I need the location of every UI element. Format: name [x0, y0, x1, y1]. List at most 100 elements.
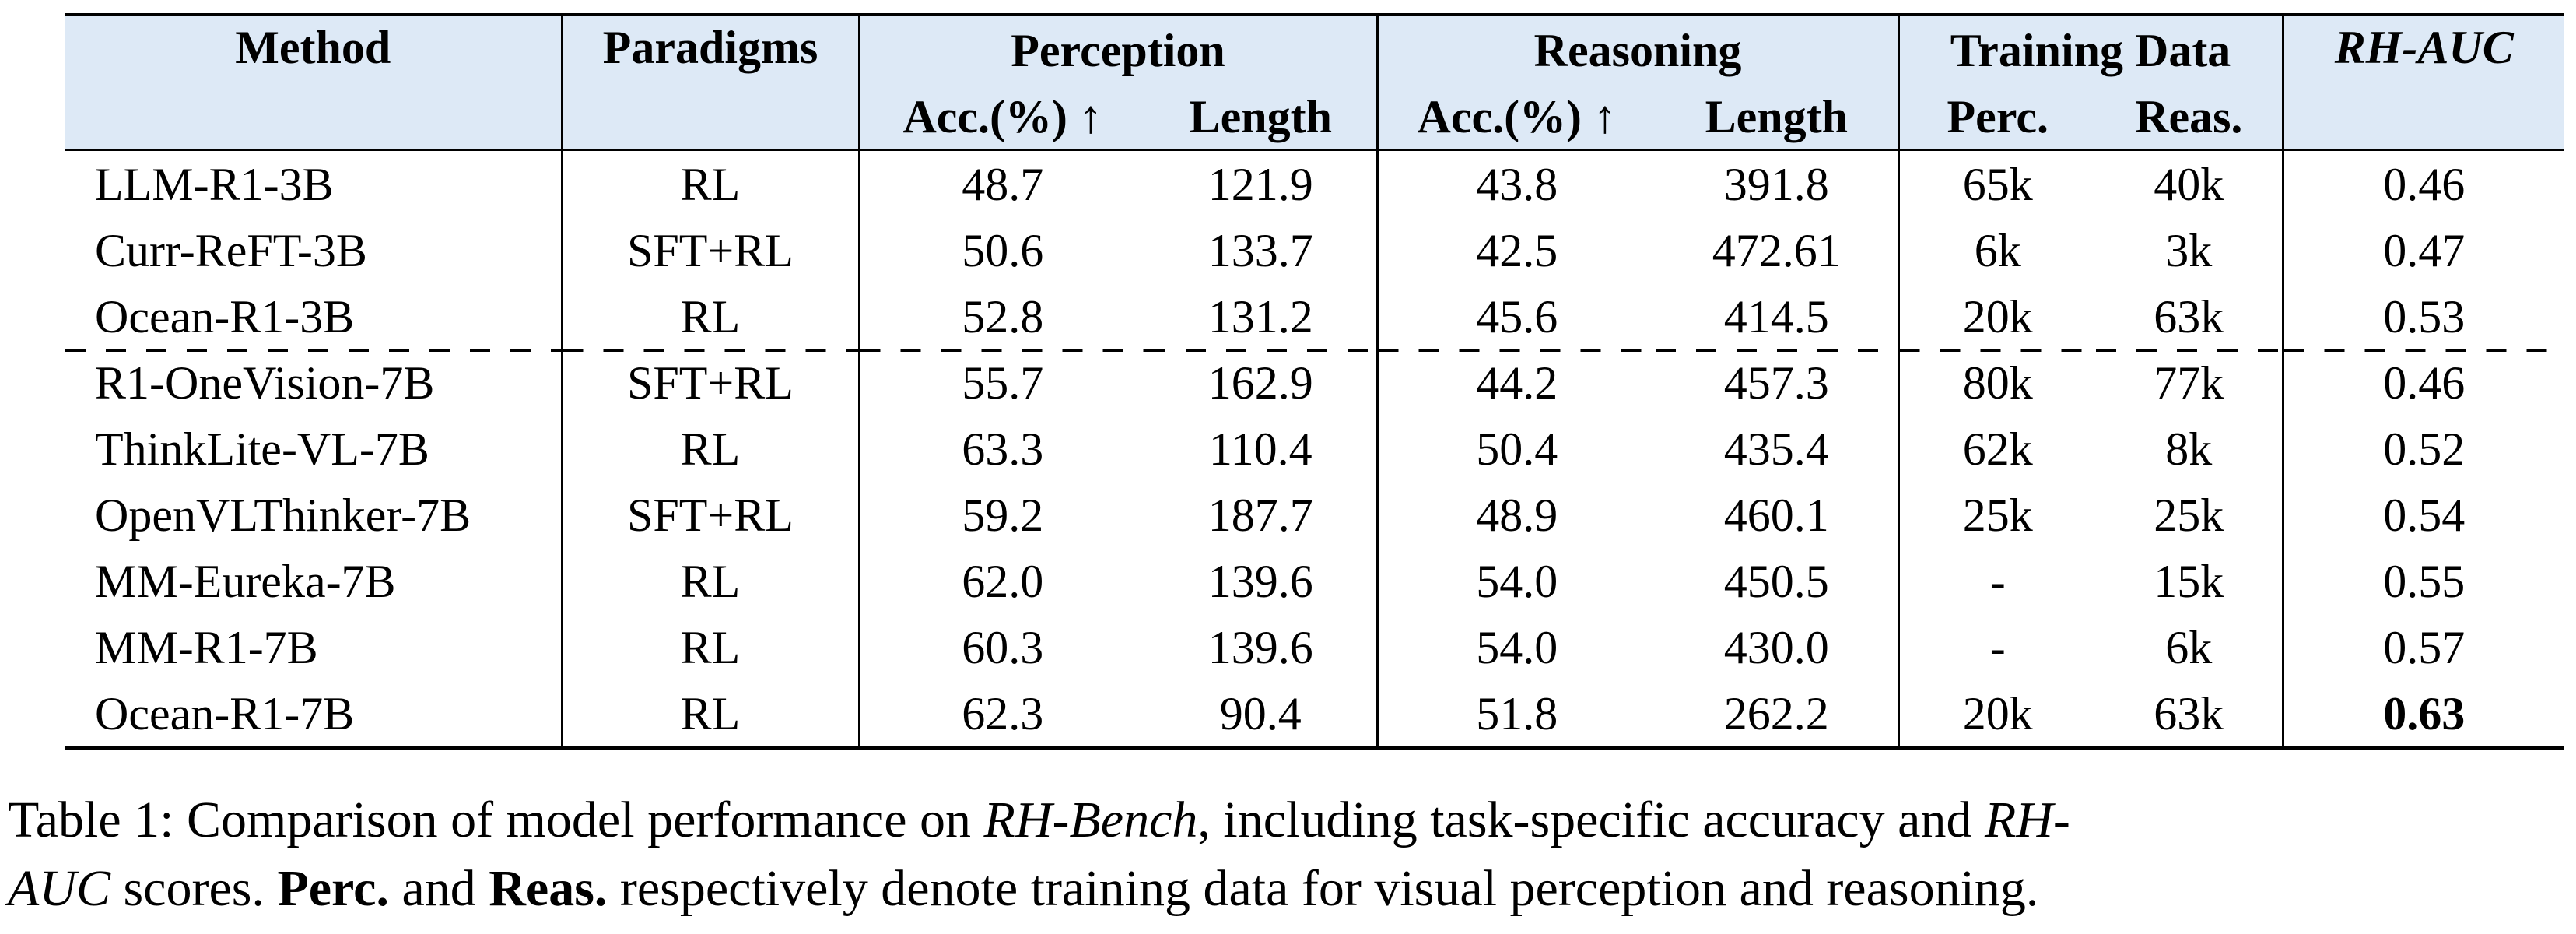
cell-rh-auc: 0.47	[2383, 224, 2466, 276]
cell-perc-data: 25k	[1962, 489, 2033, 541]
cell-perc-data: 65k	[1962, 158, 2033, 210]
table-row: R1-OneVision-7B SFT+RL 55.7 162.9 44.2 457.3 8…	[65, 349, 2565, 416]
cell-perception-length: 131.2	[1145, 283, 1379, 349]
cell-method: Curr-ReFT-3B	[65, 217, 563, 283]
cell-reasoning-acc: 43.8	[1476, 158, 1558, 210]
cell-perception-length: 139.6	[1145, 614, 1379, 680]
cell-reas-data: 25k	[2096, 482, 2284, 548]
cell-perception-acc: 62.0	[962, 555, 1044, 607]
cell-method: ThinkLite-VL-7B	[65, 416, 563, 482]
cell-perception-acc: 55.7	[859, 349, 1145, 416]
results-table-container: Method Paradigms Perception Reasoning Tr…	[65, 13, 2565, 750]
table-row: MM-Eureka-7B RL 62.0 139.6 54.0 450.5 - 15k 0.55	[65, 548, 2564, 614]
cell-method: MM-Eureka-7B	[65, 548, 563, 614]
cell-perception-acc: 63.3	[962, 423, 1044, 475]
cell-paradigm: RL	[562, 283, 860, 349]
cell-reasoning-acc: 54.0	[1476, 555, 1558, 607]
cell-perc-data: 6k	[1974, 224, 2021, 276]
cell-rh-auc: 0.53	[2383, 290, 2466, 342]
header-perc: Perc.	[1898, 85, 2097, 150]
cell-perception-length: 187.7	[1145, 482, 1379, 548]
header-perception-length: Length	[1145, 85, 1379, 150]
cell-rh-auc: 0.63	[2283, 680, 2565, 750]
cell-perception-acc: 62.3	[859, 680, 1145, 750]
table-row: LLM-R1-3B RL 48.7 121.9 43.8 391.8 65k 40k 0.46	[65, 149, 2564, 217]
cell-reasoning-length: 430.0	[1656, 614, 1900, 680]
cell-perc-data: 20k	[1898, 680, 2097, 750]
header-row-2: Acc.(%) ↑ Length Acc.(%) ↑ Length Perc. …	[65, 85, 2565, 150]
cell-reasoning-acc: 54.0	[1476, 621, 1558, 673]
cell-method: MM-R1-7B	[65, 614, 563, 680]
cell-reasoning-length: 472.61	[1656, 217, 1900, 283]
cell-perception-length: 121.9	[1145, 149, 1379, 217]
table-row: OpenVLThinker-7B SFT+RL 59.2 187.7 48.9 460.1…	[65, 482, 2564, 548]
cell-perception-acc: 60.3	[962, 621, 1044, 673]
cell-perception-length: 90.4	[1145, 680, 1379, 750]
header-perception: Perception	[859, 15, 1379, 85]
cell-paradigm: RL	[562, 680, 860, 750]
cell-paradigm: RL	[562, 614, 860, 680]
caption-rh-auc-part2: AUC	[8, 860, 110, 917]
cell-perception-acc: 59.2	[962, 489, 1044, 541]
cell-reasoning-length: 391.8	[1656, 149, 1900, 217]
cell-perc-data: -	[1989, 621, 2006, 673]
results-table: Method Paradigms Perception Reasoning Tr…	[65, 13, 2565, 750]
header-rh-auc: RH-AUC	[2283, 15, 2565, 150]
cell-reasoning-length: 414.5	[1656, 283, 1900, 349]
cell-method: Ocean-R1-7B	[65, 680, 563, 750]
caption-line-1: Table 1: Comparison of model performance…	[8, 786, 2567, 855]
cell-method: Ocean-R1-3B	[65, 283, 563, 349]
cell-perception-length: 110.4	[1145, 416, 1379, 482]
cell-reas-data: 40k	[2096, 149, 2284, 217]
header-perception-acc: Acc.(%) ↑	[859, 85, 1145, 150]
header-reasoning-length: Length	[1656, 85, 1900, 150]
cell-perception-acc: 50.6	[962, 224, 1044, 276]
cell-perception-acc: 52.8	[962, 290, 1044, 342]
caption-perc: Perc.	[277, 860, 389, 917]
cell-reasoning-length: 457.3	[1656, 349, 1900, 416]
cell-paradigm: RL	[562, 548, 860, 614]
cell-perception-length: 162.9	[1145, 349, 1379, 416]
caption-text: , including task-specific accuracy and	[1197, 792, 1985, 848]
table-row: Ocean-R1-3B RL 52.8 131.2 45.6 414.5 20k 63k 0.5…	[65, 283, 2564, 349]
header-row-1: Method Paradigms Perception Reasoning Tr…	[65, 15, 2565, 150]
cell-paradigm: RL	[562, 149, 860, 217]
cell-reasoning-length: 435.4	[1656, 416, 1900, 482]
cell-reas-data: 63k	[2096, 283, 2284, 349]
cell-reas-data: 6k	[2096, 614, 2284, 680]
cell-reasoning-acc: 51.8	[1377, 680, 1656, 750]
table-body: LLM-R1-3B RL 48.7 121.9 43.8 391.8 65k 40k 0.46 C…	[65, 149, 2565, 750]
header-reasoning-acc: Acc.(%) ↑	[1377, 85, 1656, 150]
cell-reasoning-length: 460.1	[1656, 482, 1900, 548]
table-row: MM-R1-7B RL 60.3 139.6 54.0 430.0 - 6k 0.57	[65, 614, 2564, 680]
cell-perc-data: 80k	[1898, 349, 2097, 416]
caption-text: respectively denote training data for vi…	[607, 860, 2039, 917]
cell-method: R1-OneVision-7B	[65, 349, 563, 416]
table-caption: Table 1: Comparison of model performance…	[8, 786, 2567, 923]
cell-reas-data: 63k	[2096, 680, 2284, 750]
cell-reasoning-acc: 50.4	[1476, 423, 1558, 475]
cell-paradigm: SFT+RL	[562, 349, 860, 416]
caption-reas: Reas.	[489, 860, 608, 917]
table-row: Ocean-R1-7B RL 62.3 90.4 51.8 262.2 20k 63k 0.63	[65, 680, 2565, 750]
header-paradigms: Paradigms	[562, 15, 860, 150]
caption-rh-bench: RH-Bench	[983, 792, 1198, 848]
cell-rh-auc: 0.52	[2383, 423, 2466, 475]
cell-perc-data: 20k	[1962, 290, 2033, 342]
caption-rh-auc-part1: RH-	[1984, 792, 2070, 848]
caption-line-2: AUC scores. Perc. and Reas. respectively…	[8, 855, 2567, 923]
cell-reasoning-acc: 48.9	[1476, 489, 1558, 541]
cell-reasoning-acc: 45.6	[1476, 290, 1558, 342]
cell-perception-length: 139.6	[1145, 548, 1379, 614]
cell-rh-auc: 0.54	[2383, 489, 2466, 541]
cell-rh-auc: 0.46	[2383, 158, 2466, 210]
caption-text: scores.	[110, 860, 278, 917]
table-row: ThinkLite-VL-7B RL 63.3 110.4 50.4 435.4 62k 8k…	[65, 416, 2564, 482]
cell-paradigm: SFT+RL	[562, 217, 860, 283]
cell-reasoning-length: 450.5	[1656, 548, 1900, 614]
cell-perc-data: 62k	[1962, 423, 2033, 475]
cell-method: LLM-R1-3B	[65, 149, 563, 217]
cell-reasoning-acc: 42.5	[1476, 224, 1558, 276]
cell-perception-length: 133.7	[1145, 217, 1379, 283]
cell-perception-acc: 48.7	[962, 158, 1044, 210]
